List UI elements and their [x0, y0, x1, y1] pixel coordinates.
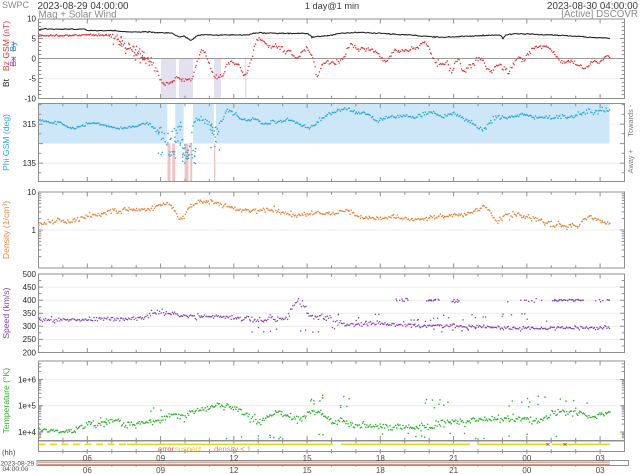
svg-text:18: 18 [376, 454, 385, 463]
svg-text:Away + Towards -: Away + Towards - [626, 104, 635, 173]
svg-text:15: 15 [303, 466, 312, 474]
svg-text:Temperature (°K): Temperature (°K) [1, 368, 11, 434]
svg-text:10: 10 [27, 14, 36, 23]
svg-text:error: error [158, 444, 175, 453]
svg-text:1e+6: 1e+6 [18, 375, 37, 384]
svg-text:density < 1: density < 1 [214, 444, 251, 453]
svg-text:03: 03 [596, 454, 605, 463]
svg-text:By: By [8, 41, 18, 52]
svg-text:Speed (km/s): Speed (km/s) [1, 288, 11, 339]
svg-text:2023-08-30 04:00:00: 2023-08-30 04:00:00 [547, 1, 639, 12]
svg-text:Mag + Solar Wind: Mag + Solar Wind [39, 10, 117, 21]
svg-text:15: 15 [303, 454, 312, 463]
svg-text:Phi GSM (deg): Phi GSM (deg) [1, 114, 11, 171]
svg-text:-5: -5 [29, 74, 37, 83]
svg-text:12: 12 [229, 454, 238, 463]
svg-text:200: 200 [23, 348, 37, 357]
svg-text:03: 03 [596, 466, 605, 474]
svg-text:09: 09 [156, 466, 165, 474]
svg-text:[Active] DSCOVR: [Active] DSCOVR [561, 9, 638, 20]
svg-text:00: 00 [522, 454, 531, 463]
svg-text:400: 400 [23, 296, 37, 305]
svg-text:21: 21 [449, 454, 458, 463]
svg-text:06: 06 [83, 454, 92, 463]
svg-text:2023-08-29 04:00:00: 2023-08-29 04:00:00 [38, 1, 130, 12]
svg-text:5: 5 [32, 34, 37, 43]
svg-text:18: 18 [376, 466, 385, 474]
svg-text:Density (1/cm³): Density (1/cm³) [1, 201, 11, 259]
svg-text:10: 10 [27, 188, 36, 197]
svg-text:04:00:00: 04:00:00 [3, 466, 29, 473]
svg-text:500: 500 [23, 270, 37, 279]
svg-text:1: 1 [32, 226, 37, 235]
svg-text:0: 0 [32, 54, 37, 63]
svg-text:2023-08-29: 2023-08-29 [1, 460, 35, 467]
svg-text:Bt: Bt [1, 78, 11, 87]
svg-text:suspect: suspect [175, 444, 202, 453]
svg-text:-10: -10 [24, 94, 36, 103]
svg-text:300: 300 [23, 322, 37, 331]
svg-text:315: 315 [23, 120, 37, 129]
svg-text:12: 12 [229, 466, 238, 474]
svg-text:21: 21 [449, 466, 458, 474]
svg-text:09: 09 [156, 454, 165, 463]
svg-text:1 day@1 min: 1 day@1 min [305, 1, 359, 11]
svg-text:250: 250 [23, 335, 37, 344]
svg-text:06: 06 [83, 466, 92, 474]
svg-text:SWPC: SWPC [2, 0, 30, 10]
svg-text:450: 450 [23, 283, 37, 292]
svg-text:Bz GSM (nT): Bz GSM (nT) [1, 21, 11, 71]
svg-text:1e+5: 1e+5 [18, 402, 37, 411]
svg-text:135: 135 [23, 159, 37, 168]
svg-text:00: 00 [522, 466, 531, 474]
svg-text:(hh): (hh) [2, 448, 16, 457]
svg-text:1e+4: 1e+4 [18, 428, 37, 437]
svg-text:350: 350 [23, 309, 37, 318]
svg-text:Bx: Bx [8, 56, 18, 67]
